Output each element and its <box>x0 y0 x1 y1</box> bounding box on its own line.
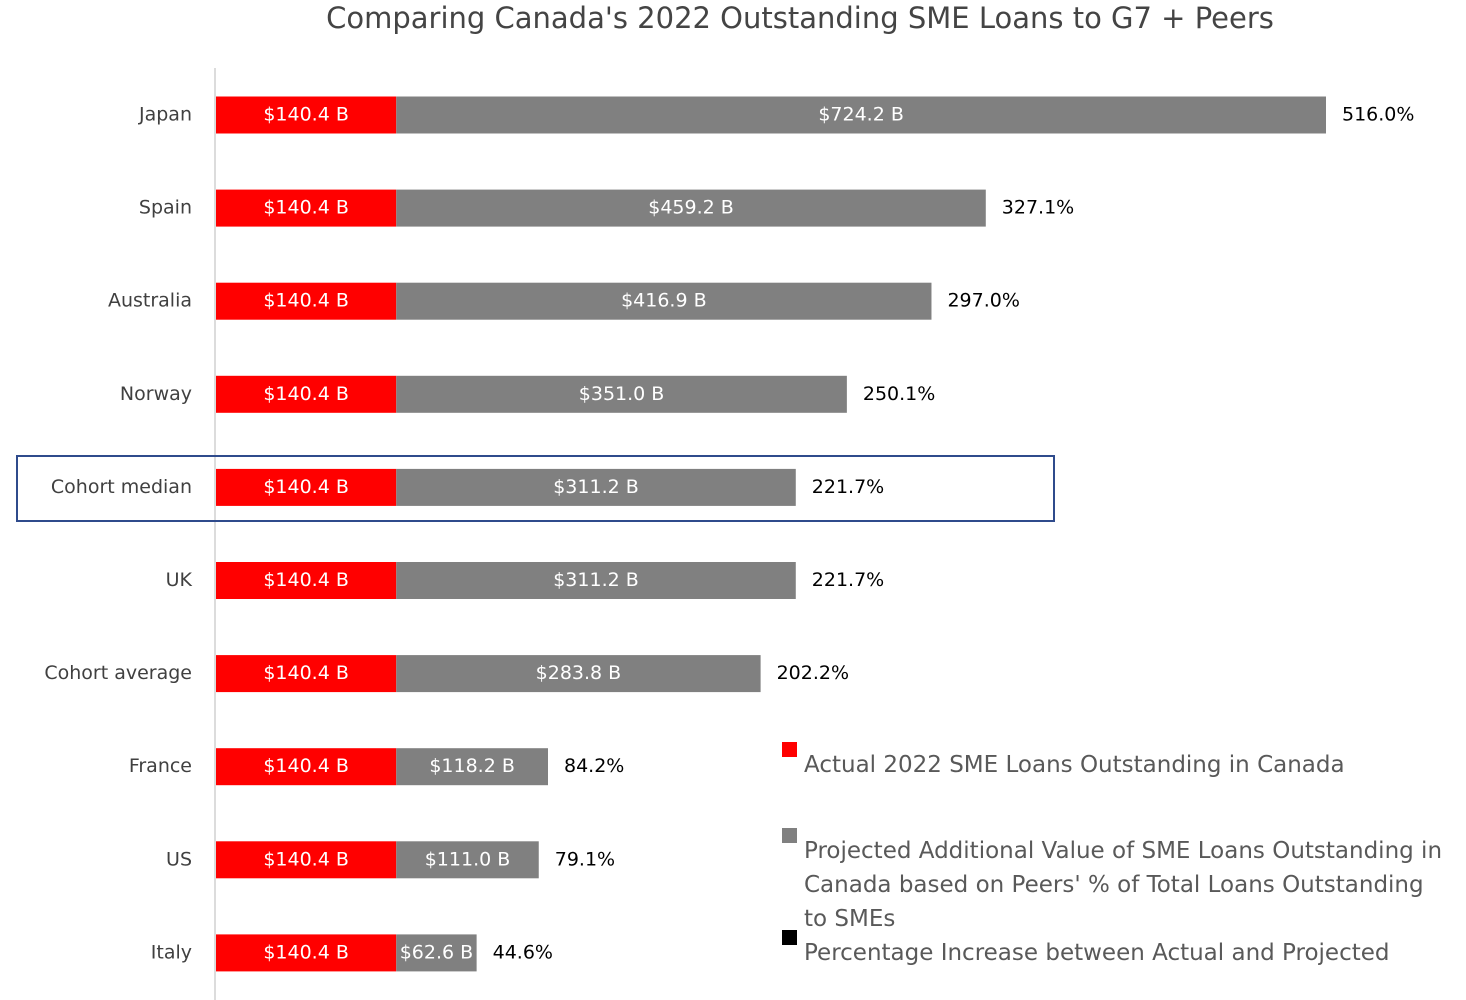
value-label: $140.4 B <box>263 476 349 498</box>
category-label: Australia <box>108 290 192 312</box>
bar-segment <box>216 748 397 786</box>
percentage-label: 79.1% <box>555 848 615 870</box>
legend: Actual 2022 SME Loans Outstanding in Can… <box>782 742 1452 966</box>
category-label: France <box>129 755 192 777</box>
category-label: Cohort median <box>51 476 192 498</box>
value-label: $140.4 B <box>263 569 349 591</box>
value-label: $351.0 B <box>579 383 665 405</box>
category-label: UK <box>166 569 193 591</box>
legend-label: Actual 2022 SME Loans Outstanding in Can… <box>804 752 1345 778</box>
percentage-label: 221.7% <box>812 476 884 498</box>
value-label: $459.2 B <box>648 197 734 219</box>
bar-segment <box>396 841 539 879</box>
bar-segment <box>396 468 796 506</box>
value-label: $140.4 B <box>263 755 349 777</box>
value-label: $311.2 B <box>553 476 639 498</box>
value-label: $724.2 B <box>818 104 904 126</box>
bar-segment <box>396 282 932 320</box>
value-label: $311.2 B <box>553 569 639 591</box>
legend-entry: Actual 2022 SME Loans Outstanding in Can… <box>782 742 1452 778</box>
bar-segment <box>216 934 397 972</box>
category-label: Norway <box>120 383 192 405</box>
percentage-label: 297.0% <box>947 290 1019 312</box>
bar-segment <box>216 655 397 693</box>
value-label: $283.8 B <box>536 662 622 684</box>
category-label: Spain <box>139 197 192 219</box>
value-label: $140.4 B <box>263 662 349 684</box>
value-label: $140.4 B <box>263 197 349 219</box>
value-label: $140.4 B <box>263 848 349 870</box>
bar-segment <box>216 562 397 599</box>
value-label: $140.4 B <box>263 383 349 405</box>
bar-segment <box>216 189 397 227</box>
percentage-label: 44.6% <box>493 941 553 963</box>
bar-segment <box>216 468 397 506</box>
bar-segment <box>396 96 1326 134</box>
bar-segment <box>396 655 761 693</box>
bar-segment <box>396 748 548 786</box>
value-label: $62.6 B <box>400 941 473 963</box>
percentage-label: 221.7% <box>812 569 884 591</box>
percentage-label: 250.1% <box>863 383 935 405</box>
value-label: $140.4 B <box>263 104 349 126</box>
category-label: Japan <box>138 104 192 126</box>
bar-segment <box>396 375 847 413</box>
percentage-label: 327.1% <box>1002 197 1074 219</box>
chart-title: Comparing Canada's 2022 Outstanding SME … <box>326 1 1274 35</box>
bar-segment <box>396 934 477 972</box>
bar-segment <box>216 841 397 879</box>
value-label: $140.4 B <box>263 290 349 312</box>
bar-segment <box>396 562 796 599</box>
legend-swatch <box>782 828 797 843</box>
value-label: $140.4 B <box>263 941 349 963</box>
percentage-label: 84.2% <box>564 755 624 777</box>
legend-label: Percentage Increase between Actual and P… <box>804 940 1390 966</box>
value-label: $118.2 B <box>429 755 515 777</box>
percentage-label: 202.2% <box>777 662 849 684</box>
category-label: Italy <box>151 941 192 963</box>
bar-segment <box>216 282 397 320</box>
legend-entry: Percentage Increase between Actual and P… <box>782 930 1452 966</box>
value-label: $111.0 B <box>425 848 511 870</box>
value-label: $416.9 B <box>621 290 707 312</box>
legend-swatch <box>782 930 797 945</box>
legend-label: Projected Additional Value of SME Loans … <box>804 838 1443 932</box>
category-label: Cohort average <box>44 662 192 684</box>
highlight-box <box>16 455 1055 522</box>
bar-segment <box>216 96 397 134</box>
legend-swatch <box>782 742 797 757</box>
legend-entry: Projected Additional Value of SME Loans … <box>782 828 1452 932</box>
bar-segment <box>216 375 397 413</box>
percentage-label: 516.0% <box>1342 104 1414 126</box>
bar-segment <box>396 189 986 227</box>
category-label: US <box>166 848 192 870</box>
